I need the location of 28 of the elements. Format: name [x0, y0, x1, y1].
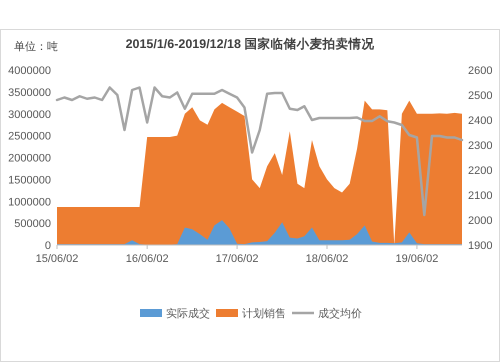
y-tick-label: 1000000 — [8, 196, 51, 208]
y-axis-title: 单位：吨 — [14, 40, 58, 53]
y2-tick-label: 2300 — [468, 140, 492, 152]
x-tick-label: 16/06/02 — [126, 253, 169, 265]
legend-label: 实际成交 — [166, 307, 210, 320]
y-tick-label: 2000000 — [8, 152, 51, 164]
y2-tick-label: 2000 — [468, 215, 492, 227]
y2-tick-label: 2500 — [468, 90, 492, 102]
legend-label: 计划销售 — [242, 307, 286, 320]
line-series — [56, 86, 464, 216]
y2-tick-label: 2400 — [468, 115, 492, 127]
y-tick-label: 3000000 — [8, 108, 51, 121]
y-tick-label: 1500000 — [8, 174, 51, 186]
x-tick-label: 15/06/02 — [36, 253, 78, 265]
x-tick-label: 18/06/02 — [306, 253, 348, 265]
x-tick-label: 19/06/02 — [396, 253, 438, 265]
y2-tick-label: 2100 — [468, 190, 492, 202]
y-tick-label: 3500000 — [8, 86, 51, 99]
y-tick-label: 4000000 — [8, 65, 51, 77]
y2-tick-label: 1900 — [468, 240, 492, 252]
y2-tick-label: 2200 — [468, 165, 492, 177]
y-tick-label: 2500000 — [8, 130, 51, 143]
y-tick-label: 0 — [44, 240, 51, 252]
x-tick-label: 17/06/02 — [216, 253, 258, 265]
y2-tick-label: 2600 — [468, 65, 492, 77]
chart-title: 2015/1/6-2019/12/18 国家临储小麦拍卖情况 — [126, 36, 376, 51]
y-tick-label: 500000 — [14, 218, 51, 230]
legend-label: 成交均价 — [318, 307, 362, 320]
